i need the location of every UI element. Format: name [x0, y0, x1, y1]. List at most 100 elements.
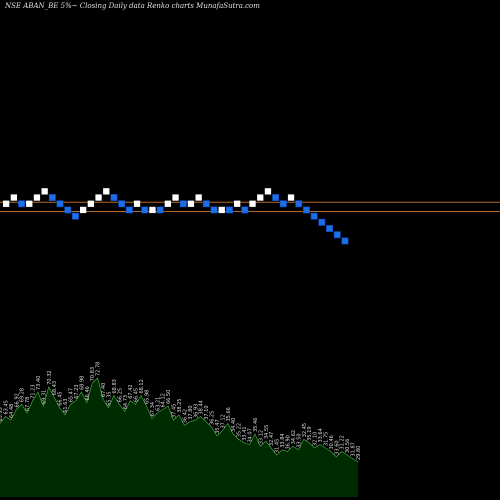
renko-brick-25 [187, 200, 195, 207]
area-value-label: 73.40 [36, 376, 42, 390]
area-value-label: 71.23 [31, 384, 37, 398]
area-value-label: 31.87 [351, 442, 357, 456]
renko-brick-29 [218, 206, 225, 214]
renko-brick-4 [26, 200, 33, 207]
renko-brick-44 [333, 231, 341, 239]
area-value-label: 67.34 [150, 402, 156, 416]
area-value-label: 66.46 [85, 386, 91, 400]
area-value-label: 34.07 [248, 428, 254, 442]
area-value-label: 29.80 [356, 446, 362, 460]
area-value-label: 70.83 [90, 367, 96, 381]
area-value-label: 63.21 [155, 397, 161, 411]
renko-brick-8 [56, 200, 64, 208]
area-value-label: 30.46 [329, 435, 335, 449]
area-value-label: 38.25 [177, 398, 183, 412]
renko-brick-42 [318, 218, 326, 226]
area-value-label: 68.83 [112, 379, 118, 393]
area-value-label: 64.48 [9, 404, 15, 418]
renko-brick-34 [257, 194, 264, 201]
area-value-label: 33.84 [280, 433, 286, 447]
area-value-label: 32.47 [269, 432, 275, 446]
area-value-label: 72.78 [96, 362, 102, 376]
renko-brick-5 [33, 194, 41, 201]
area-value-label: 65.93 [0, 407, 4, 421]
area-value-label: 67.40 [101, 383, 107, 397]
area-value-label: 34.40 [231, 418, 237, 432]
renko-brick-24 [179, 200, 187, 208]
renko-brick-10 [72, 212, 79, 220]
area-value-label: 61.63 [63, 398, 69, 412]
area-value-label: 66.45 [134, 388, 140, 402]
area-value-label: 36.25 [210, 411, 216, 425]
renko-brick-21 [156, 206, 164, 214]
renko-brick-30 [226, 206, 233, 214]
area-value-label: 67.23 [74, 384, 80, 398]
area-value-label: 35.47 [215, 419, 221, 433]
renko-brick-32 [241, 206, 249, 214]
area-value-label: 65.98 [144, 390, 150, 404]
renko-brick-13 [95, 194, 102, 201]
area-fill [0, 378, 358, 497]
renko-brick-14 [103, 188, 110, 195]
area-value-label: 68.43 [52, 381, 58, 395]
renko-brick-6 [41, 188, 48, 195]
area-value-label: 63.45 [3, 400, 9, 414]
area-value-label: 32.10 [313, 432, 319, 446]
renko-brick-23 [172, 194, 179, 201]
renko-brick-33 [249, 200, 256, 207]
area-value-label: 35.19 [307, 426, 313, 440]
renko-brick-40 [302, 206, 310, 214]
renko-brick-35 [264, 188, 272, 195]
renko-brick-9 [64, 206, 72, 214]
area-value-label: 66.50 [166, 390, 172, 404]
area-value-label: 65.35 [106, 391, 112, 405]
area-value-label: 37.45 [172, 404, 178, 418]
area-value-label: 68.12 [139, 379, 145, 393]
renko-brick-38 [287, 194, 295, 201]
area-value-label: 70.32 [47, 370, 53, 384]
renko-brick-7 [48, 194, 56, 201]
area-value-label: 37.10 [204, 405, 210, 419]
area-value-label: 33.60 [334, 440, 340, 454]
area-value-label: 37.12 [220, 414, 226, 428]
renko-brick-26 [195, 194, 202, 201]
area-value-label: 66.25 [117, 388, 123, 402]
renko-brick-12 [87, 200, 94, 207]
area-value-label: 32.45 [302, 423, 308, 437]
area-value-label: 30.56 [345, 439, 351, 453]
renko-brick-19 [141, 206, 149, 214]
renko-brick-41 [310, 212, 318, 220]
area-value-label: 31.22 [340, 435, 346, 449]
renko-brick-43 [326, 225, 333, 232]
area-value-label: 36.90 [285, 435, 291, 449]
area-value-label: 69.31 [41, 390, 47, 404]
area-value-label: 35.66 [226, 407, 232, 421]
area-value-label: 64.73 [123, 395, 129, 409]
area-value-label: 69.28 [20, 388, 26, 402]
renko-brick-39 [295, 200, 303, 208]
area-line [0, 377, 359, 463]
renko-brick-37 [279, 200, 287, 208]
renko-brick-31 [234, 200, 241, 207]
area-value-label: 36.93 [193, 404, 199, 418]
area-value-label: 66.92 [14, 393, 20, 407]
area-value-label: 35.22 [237, 423, 243, 437]
area-value-label: 34.55 [264, 425, 270, 439]
area-value-label: 38.44 [199, 400, 205, 414]
area-value-label: 64.12 [161, 393, 167, 407]
renko-brick-1 [3, 200, 10, 207]
renko-brick-17 [125, 206, 133, 214]
renko-brick-18 [133, 200, 141, 207]
area-value-label: 37.80 [188, 405, 194, 419]
renko-brick-20 [149, 206, 156, 214]
renko-brick-27 [202, 200, 210, 208]
area-value-label: 65.47 [69, 388, 75, 402]
renko-brick-28 [210, 206, 218, 214]
renko-brick-36 [272, 194, 280, 201]
area-value-label: 31.75 [323, 432, 329, 446]
area-value-label: 31.45 [275, 439, 281, 453]
area-value-label: 33.12 [258, 430, 264, 444]
area-value-label: 35.46 [253, 418, 259, 432]
